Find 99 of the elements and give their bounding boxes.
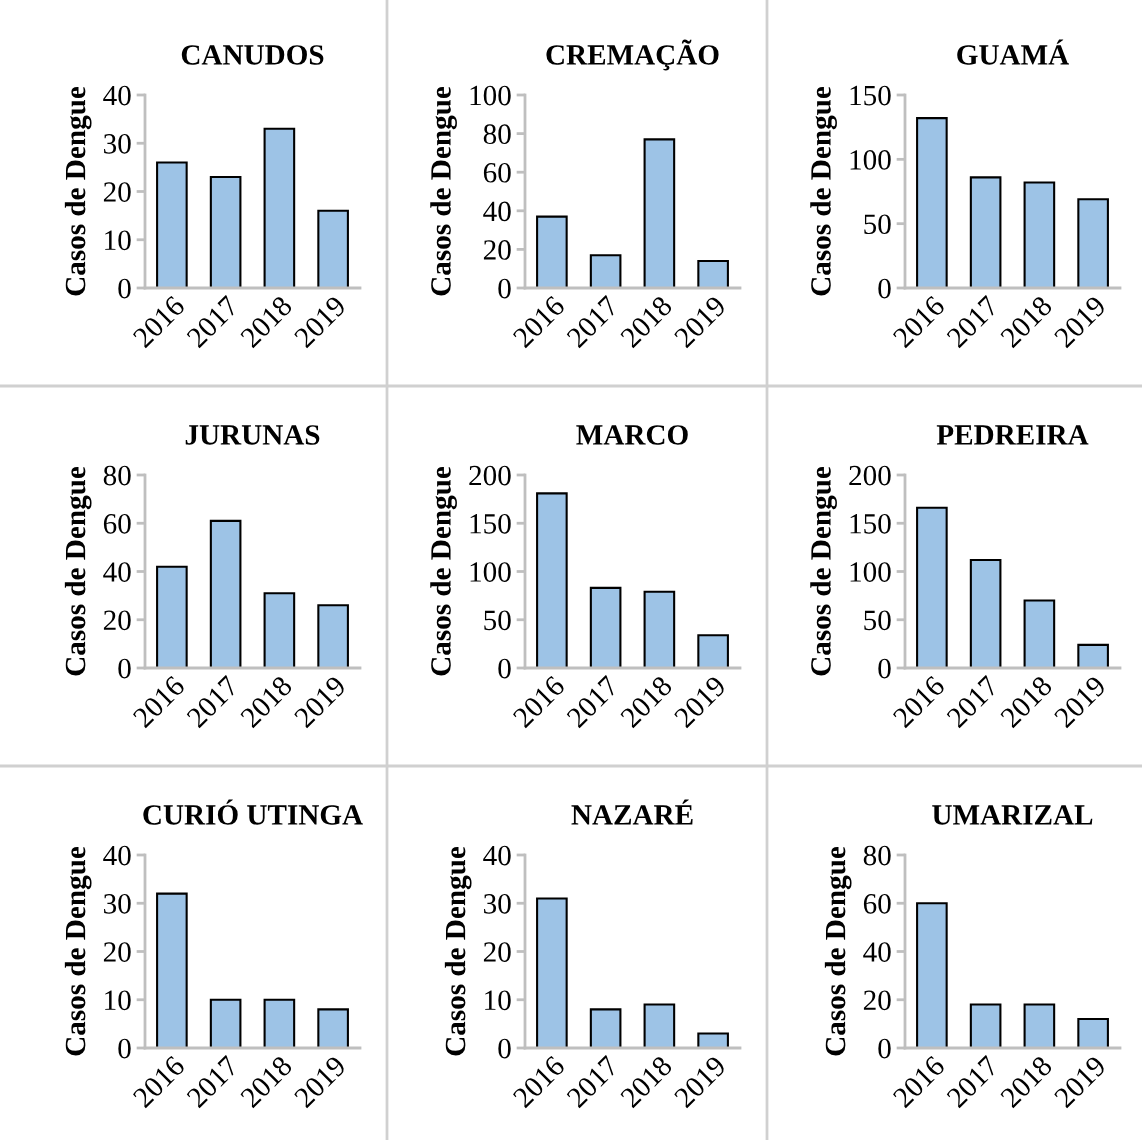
bar — [969, 1003, 1002, 1048]
y-tick-label: 10 — [105, 990, 131, 1011]
bar — [916, 117, 948, 288]
y-tick-label: 0 — [498, 658, 511, 679]
bar — [916, 506, 948, 668]
bar — [969, 558, 1002, 668]
y-tick-label: 40 — [103, 562, 131, 582]
y-tick-label: 10 — [485, 990, 511, 1011]
y-tick-label: 0 — [498, 1038, 511, 1059]
bar — [589, 1008, 622, 1048]
bar — [643, 590, 676, 668]
bar — [1077, 198, 1109, 288]
bar — [697, 259, 729, 288]
y-tick-label: 50 — [864, 610, 891, 631]
y-axis-title: Casos de Dengue — [64, 466, 92, 676]
y-tick-label: 0 — [118, 658, 131, 679]
y-tick-label: 80 — [103, 465, 131, 486]
bar — [317, 1008, 349, 1048]
y-axis-title: Casos de Dengue — [444, 846, 472, 1056]
bar — [1077, 643, 1109, 668]
chart-title: UMARIZAL — [932, 805, 1093, 825]
y-axis-title: Casos de Dengue — [64, 86, 92, 296]
bar — [969, 176, 1002, 288]
bar — [697, 1032, 729, 1048]
bar — [263, 127, 296, 288]
bar — [643, 138, 676, 288]
y-tick-label: 20 — [103, 182, 131, 202]
y-tick-label: 150 — [470, 513, 511, 534]
y-tick-label: 0 — [878, 278, 891, 299]
y-tick-label: 20 — [863, 990, 891, 1011]
y-tick-label: 20 — [483, 942, 511, 962]
bar — [263, 592, 296, 668]
bar — [1077, 1018, 1109, 1048]
y-tick-label: 40 — [863, 942, 891, 962]
bar — [916, 902, 948, 1048]
y-tick-label: 40 — [103, 845, 131, 866]
y-tick-label: 50 — [864, 214, 891, 235]
y-tick-label: 20 — [483, 240, 511, 260]
y-tick-label: 40 — [103, 85, 131, 106]
bar — [1023, 181, 1056, 288]
y-tick-label: 60 — [103, 513, 131, 534]
y-tick-label: 40 — [483, 201, 511, 222]
y-tick-label: 150 — [850, 85, 891, 106]
bar — [1023, 599, 1056, 668]
bar — [317, 604, 349, 668]
y-tick-label: 200 — [849, 465, 891, 486]
chart-title: GUAMÁ — [957, 39, 1069, 65]
y-tick-label: 0 — [118, 278, 131, 299]
y-tick-label: 100 — [470, 562, 511, 582]
y-tick-label: 200 — [469, 465, 511, 486]
y-tick-label: 30 — [104, 893, 131, 914]
bar — [209, 998, 242, 1048]
bar — [156, 892, 188, 1048]
y-tick-label: 0 — [498, 278, 511, 299]
y-tick-label: 100 — [470, 85, 511, 106]
y-tick-label: 80 — [863, 845, 891, 866]
bar — [589, 586, 622, 668]
y-tick-label: 80 — [483, 124, 511, 145]
y-tick-label: 0 — [118, 1038, 131, 1059]
chart-title: PEDREIRA — [936, 425, 1089, 445]
bar — [156, 161, 188, 288]
chart-title: NAZARÉ — [571, 799, 693, 825]
bar — [209, 175, 242, 288]
chart-title: CANUDOS — [181, 45, 324, 65]
bar — [536, 897, 568, 1048]
y-tick-label: 10 — [105, 230, 131, 251]
y-axis-title: Casos de Dengue — [810, 466, 837, 676]
bar — [1023, 1003, 1056, 1048]
bar — [643, 1003, 676, 1048]
bar — [536, 492, 568, 668]
bar — [263, 998, 296, 1048]
bar — [156, 565, 188, 668]
chart-title: CURIÓ UTINGA — [143, 799, 363, 825]
bar — [697, 634, 729, 668]
y-tick-label: 0 — [878, 658, 891, 679]
chart-title: JURUNAS — [185, 425, 320, 445]
y-tick-label: 30 — [104, 133, 131, 154]
y-tick-label: 40 — [483, 845, 511, 866]
y-tick-label: 30 — [484, 893, 511, 914]
bar — [317, 209, 349, 288]
y-axis-title: Casos de Dengue — [64, 846, 92, 1056]
y-axis-title: Casos de Dengue — [810, 86, 837, 296]
y-axis-title: Casos de Dengue — [824, 846, 852, 1056]
y-tick-label: 20 — [103, 610, 131, 631]
y-tick-label: 60 — [863, 893, 891, 914]
bar — [536, 215, 568, 288]
bar — [589, 254, 622, 288]
y-tick-label: 100 — [850, 150, 891, 170]
y-tick-label: 60 — [483, 162, 511, 183]
y-tick-label: 0 — [878, 1038, 891, 1059]
y-axis-title: Casos de Dengue — [430, 86, 457, 296]
bar — [209, 519, 242, 668]
y-tick-label: 100 — [850, 562, 891, 582]
y-tick-label: 50 — [484, 610, 511, 631]
y-tick-label: 20 — [103, 942, 131, 962]
chart-title: CREMAÇÃO — [546, 39, 719, 71]
y-axis-title: Casos de Dengue — [430, 466, 457, 676]
y-tick-label: 150 — [850, 513, 891, 534]
chart-title: MARCO — [576, 425, 688, 445]
